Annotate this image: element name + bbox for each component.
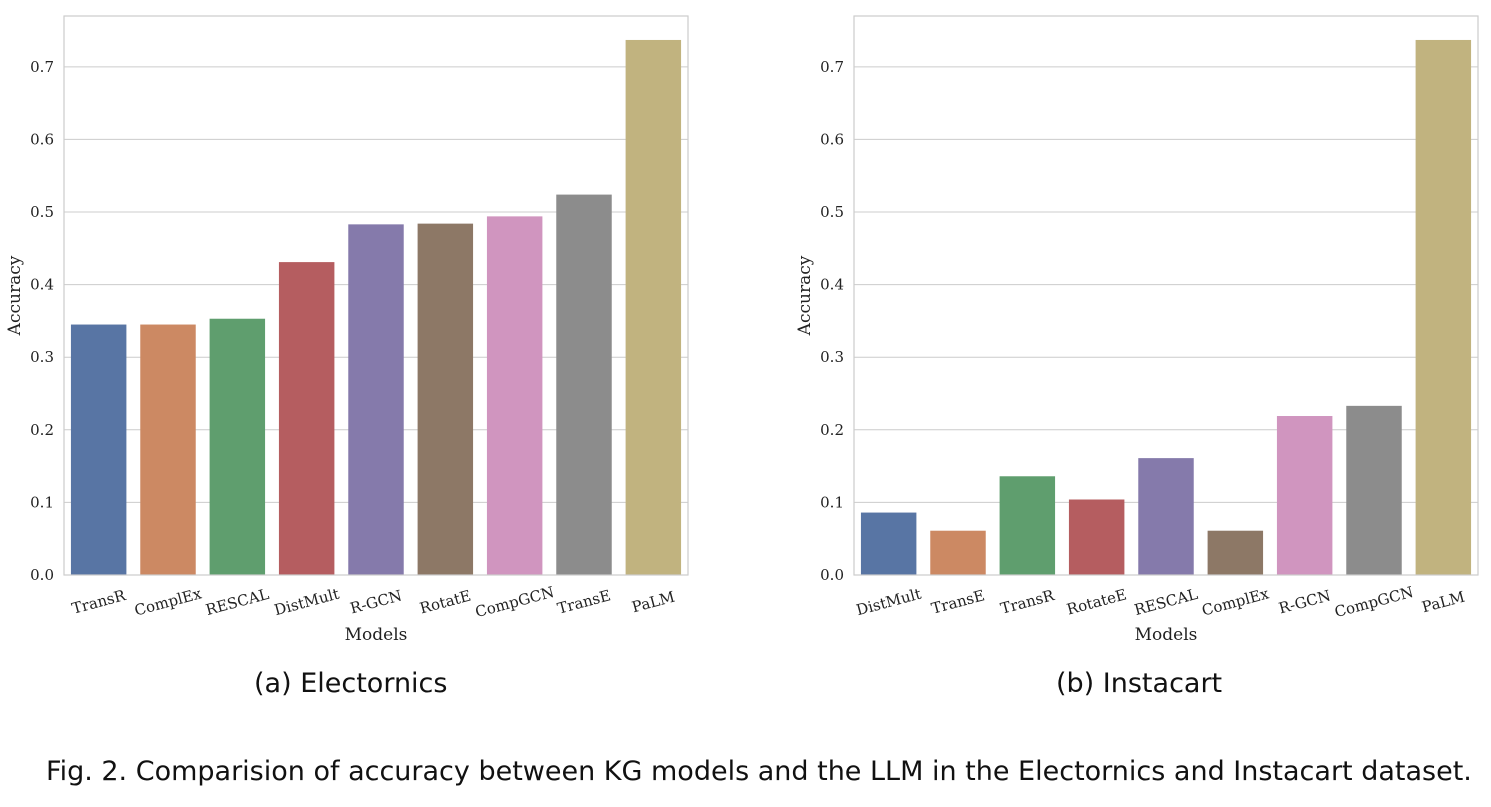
bar-r-gcn — [348, 224, 404, 575]
bar-transe — [556, 194, 612, 576]
y-tick-label: 0.2 — [820, 421, 844, 439]
x-tick-label: RotateE — [1065, 585, 1129, 618]
y-tick-label: 0.2 — [30, 421, 54, 439]
subplot-b-caption: (b) Instacart — [1056, 668, 1223, 699]
x-tick-label: R-GCN — [1277, 586, 1333, 617]
x-tick-label: TransE — [555, 586, 612, 617]
figure-caption: Fig. 2. Comparision of accuracy between … — [46, 756, 1472, 787]
y-tick-label: 0.5 — [820, 203, 844, 221]
y-tick-label: 0.0 — [30, 566, 54, 584]
subplot-b: 0.0 0.1 0.2 0.3 0.4 0.5 0.6 0.7 DistMult TransE Tr… — [795, 15, 1479, 645]
x-axis-label: Models — [345, 625, 408, 645]
x-tick-label: PaLM — [1420, 588, 1467, 617]
subplot-a: 0.0 0.1 0.2 0.3 0.4 0.5 0.6 0.7 TransR ComplEx RES… — [5, 15, 689, 645]
bar-distmult — [860, 512, 917, 575]
bar-compgcn — [1346, 405, 1402, 575]
x-tick-label: DistMult — [272, 585, 341, 620]
bar-rescal — [209, 318, 266, 575]
x-tick-label: RESCAL — [204, 585, 271, 619]
x-tick-label: TransR — [70, 586, 128, 618]
y-tick-label: 0.1 — [820, 493, 844, 511]
x-axis-label: Models — [1135, 625, 1198, 645]
x-tick-label: TransE — [929, 586, 986, 617]
bar-transr — [70, 324, 127, 575]
y-tick-label: 0.0 — [820, 566, 844, 584]
x-tick-label: R-GCN — [348, 586, 404, 617]
x-tick-label: ComplEx — [1200, 584, 1271, 619]
x-tick-label: DistMult — [854, 585, 923, 620]
plot-frame — [63, 15, 689, 576]
x-tick-label: RotatE — [418, 587, 473, 618]
bar-distmult — [278, 262, 335, 575]
bar-complex — [140, 324, 196, 575]
y-tick-label: 0.4 — [820, 276, 844, 294]
bar-palm — [1415, 39, 1472, 575]
bar-compgcn — [486, 216, 543, 575]
y-tick-label: 0.6 — [30, 130, 54, 148]
x-tick-label: TransR — [999, 586, 1057, 618]
y-axis-label: Accuracy — [795, 255, 815, 336]
y-tick-label: 0.3 — [820, 348, 844, 366]
x-tick-label: ComplEx — [133, 584, 204, 619]
bar-transr — [999, 476, 1056, 575]
x-tick-label: RESCAL — [1132, 585, 1199, 619]
y-axis-label: Accuracy — [5, 255, 25, 336]
subplot-a-caption: (a) Electornics — [254, 668, 448, 699]
plot-frame — [853, 15, 1479, 576]
y-tick-label: 0.7 — [30, 58, 54, 76]
bar-transe — [930, 530, 986, 575]
x-tick-label: PaLM — [630, 588, 677, 617]
bar-rescal — [1138, 458, 1194, 575]
y-tick-label: 0.5 — [30, 203, 54, 221]
bar-r-gcn — [1276, 416, 1333, 575]
bar-palm — [625, 39, 682, 575]
y-tick-label: 0.7 — [820, 58, 844, 76]
bar-rotatee — [1068, 499, 1125, 575]
bar-rotate — [417, 223, 474, 575]
x-tick-label: CompGCN — [1333, 583, 1416, 621]
y-tick-label: 0.3 — [30, 348, 54, 366]
x-tick-label: CompGCN — [473, 583, 556, 621]
y-tick-label: 0.6 — [820, 130, 844, 148]
y-tick-label: 0.4 — [30, 276, 54, 294]
bar-complex — [1207, 530, 1264, 575]
y-tick-label: 0.1 — [30, 493, 54, 511]
